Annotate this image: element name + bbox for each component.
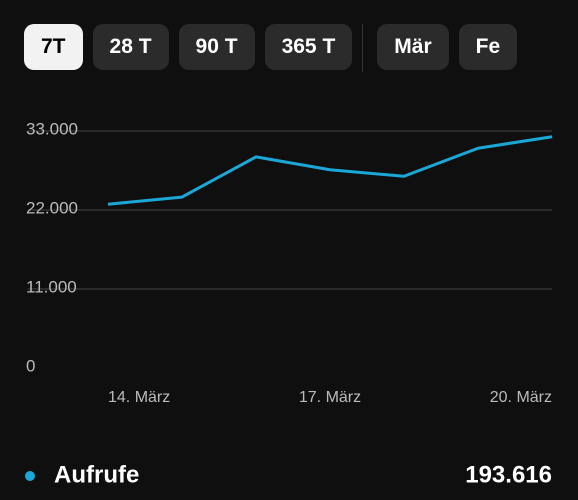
x-tick-label: 20. März bbox=[490, 389, 552, 406]
y-tick-label: 22.000 bbox=[26, 198, 78, 217]
tab-bar: 7T 28 T 90 T 365 T Mär Fe bbox=[24, 24, 578, 72]
period-tab[interactable]: Fe bbox=[458, 24, 518, 70]
y-tick-label: 33.000 bbox=[26, 119, 78, 138]
legend-label: Aufrufe bbox=[54, 461, 139, 488]
y-tick-label: 0 bbox=[26, 356, 35, 375]
period-tab[interactable]: 7T bbox=[24, 24, 83, 70]
period-tab[interactable]: 365 T bbox=[264, 24, 353, 70]
separator bbox=[362, 24, 364, 72]
x-tick-label: 17. März bbox=[299, 389, 361, 406]
x-tick-label: 14. März bbox=[108, 389, 170, 406]
y-tick-label: 11.000 bbox=[26, 277, 77, 296]
legend-dot bbox=[25, 471, 35, 481]
period-tab[interactable]: Mär bbox=[377, 24, 449, 70]
total-value: 193.616 bbox=[465, 461, 552, 488]
period-tab[interactable]: 90 T bbox=[178, 24, 255, 70]
data-line bbox=[107, 135, 553, 206]
period-tab[interactable]: 28 T bbox=[92, 24, 169, 70]
